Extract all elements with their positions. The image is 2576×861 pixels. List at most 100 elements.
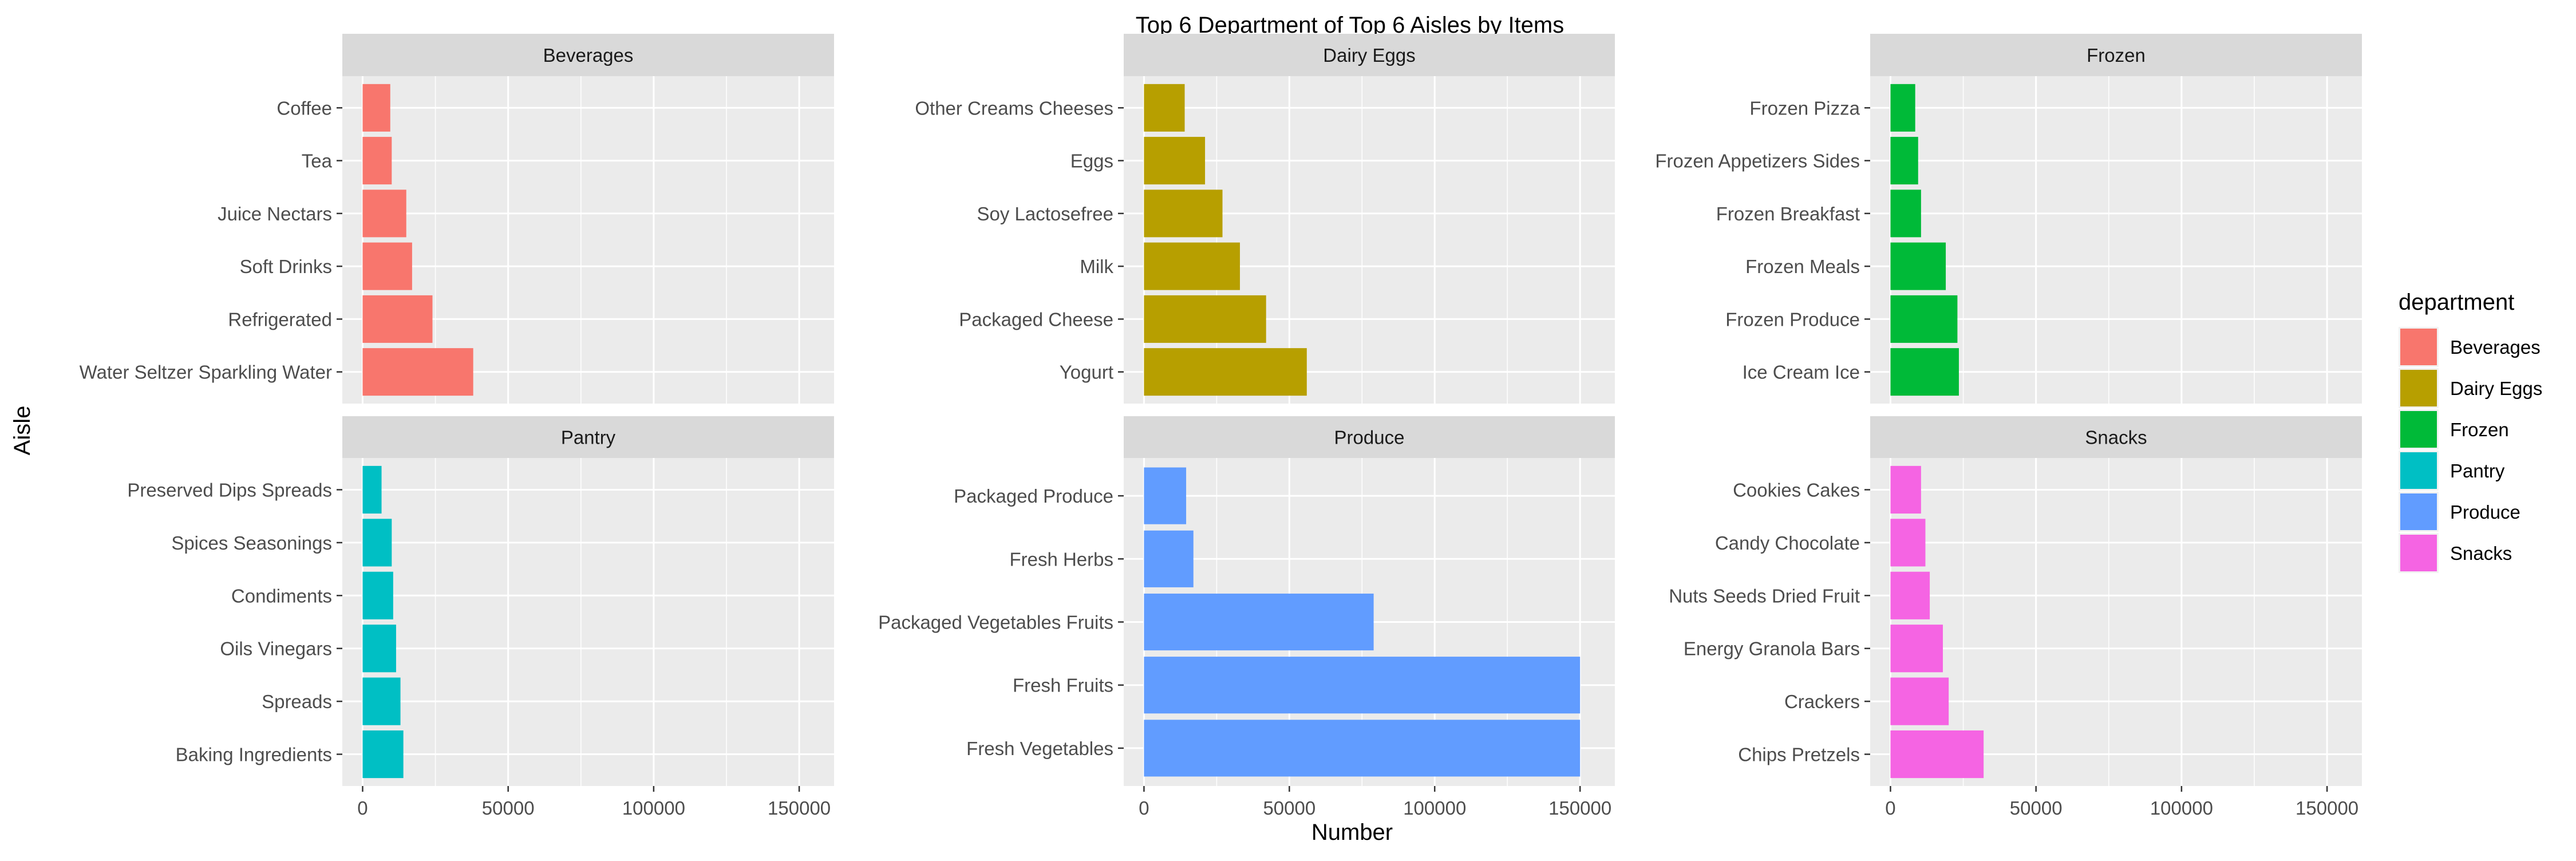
y-tick-label-beverages-refrigerated: Refrigerated bbox=[228, 309, 332, 330]
y-axis-title: Aisle bbox=[10, 406, 35, 456]
bar-produce-fresh-fruits bbox=[1144, 657, 1581, 714]
bar-produce-fresh-herbs bbox=[1144, 530, 1194, 587]
bar-snacks-nuts-seeds-dried-fruit bbox=[1890, 571, 1930, 619]
y-tick-label-pantry-baking-ingredients: Baking Ingredients bbox=[176, 744, 332, 765]
bar-frozen-frozen-breakfast bbox=[1890, 189, 1921, 238]
bar-dairy-eggs-yogurt bbox=[1144, 348, 1307, 396]
facet-panel-pantry bbox=[342, 458, 834, 786]
y-tick-label-produce-fresh-herbs: Fresh Herbs bbox=[1009, 548, 1113, 570]
bar-dairy-eggs-soy-lactosefree bbox=[1144, 189, 1223, 238]
x-tick-label-snacks: 150000 bbox=[2296, 797, 2358, 819]
y-tick-label-beverages-juice-nectars: Juice Nectars bbox=[218, 203, 332, 224]
bar-pantry-oils-vinegars bbox=[362, 625, 396, 673]
y-tick-label-snacks-nuts-seeds-dried-fruit: Nuts Seeds Dried Fruit bbox=[1669, 585, 1860, 606]
x-tick-label-snacks: 50000 bbox=[2010, 797, 2063, 819]
x-tick-label-pantry: 150000 bbox=[768, 797, 831, 819]
y-tick-label-pantry-preserved-dips-spreads: Preserved Dips Spreads bbox=[127, 479, 332, 500]
bar-dairy-eggs-packaged-cheese bbox=[1144, 295, 1266, 343]
legend-title: department bbox=[2399, 290, 2514, 315]
y-tick-label-produce-packaged-produce: Packaged Produce bbox=[954, 485, 1113, 507]
facet-strip-beverages bbox=[342, 34, 834, 76]
x-tick-label-produce: 150000 bbox=[1548, 797, 1611, 819]
facet-strip-dairy-eggs bbox=[1124, 34, 1615, 76]
facet-strip-label-pantry: Pantry bbox=[561, 427, 616, 448]
legend-swatch-beverages bbox=[2400, 329, 2437, 365]
bar-dairy-eggs-milk bbox=[1144, 242, 1240, 290]
y-tick-label-snacks-crackers: Crackers bbox=[1784, 691, 1860, 712]
bar-pantry-preserved-dips-spreads bbox=[362, 465, 382, 514]
x-tick-label-produce: 100000 bbox=[1403, 797, 1466, 819]
y-tick-label-snacks-cookies-cakes: Cookies Cakes bbox=[1733, 479, 1860, 500]
y-tick-label-dairy-eggs-eggs: Eggs bbox=[1070, 151, 1113, 172]
facet-strip-pantry bbox=[342, 416, 834, 458]
legend-label-beverages: Beverages bbox=[2450, 337, 2541, 358]
bar-pantry-baking-ingredients bbox=[362, 730, 404, 779]
bar-frozen-frozen-produce bbox=[1890, 295, 1958, 343]
bar-frozen-frozen-meals bbox=[1890, 242, 1946, 290]
x-tick-label-produce: 0 bbox=[1139, 797, 1149, 819]
legend-label-produce: Produce bbox=[2450, 501, 2520, 523]
bar-snacks-cookies-cakes bbox=[1890, 465, 1921, 514]
bar-snacks-crackers bbox=[1890, 677, 1949, 725]
x-tick-label-pantry: 100000 bbox=[622, 797, 685, 819]
y-tick-label-beverages-soft-drinks: Soft Drinks bbox=[240, 256, 332, 277]
y-tick-label-pantry-spreads: Spreads bbox=[262, 691, 332, 712]
legend-swatch-pantry bbox=[2400, 452, 2437, 489]
y-tick-label-dairy-eggs-packaged-cheese: Packaged Cheese bbox=[959, 309, 1113, 330]
bar-produce-fresh-vegetables bbox=[1144, 720, 1581, 777]
legend-label-dairy-eggs: Dairy Eggs bbox=[2450, 378, 2542, 399]
bar-beverages-juice-nectars bbox=[362, 189, 406, 238]
bar-frozen-frozen-pizza bbox=[1890, 84, 1915, 132]
y-tick-label-beverages-water-seltzer-sparkling-water: Water Seltzer Sparkling Water bbox=[80, 362, 332, 383]
legend-swatch-frozen bbox=[2400, 411, 2437, 448]
bar-dairy-eggs-eggs bbox=[1144, 137, 1206, 185]
legend-swatch-snacks bbox=[2400, 535, 2437, 571]
bar-pantry-condiments bbox=[362, 571, 393, 619]
y-tick-label-dairy-eggs-other-creams-cheeses: Other Creams Cheeses bbox=[915, 97, 1113, 119]
x-tick-label-snacks: 0 bbox=[1885, 797, 1895, 819]
facet-strip-snacks bbox=[1870, 416, 2362, 458]
legend-swatch-produce bbox=[2400, 493, 2437, 530]
x-tick-label-produce: 50000 bbox=[1263, 797, 1315, 819]
bar-produce-packaged-vegetables-fruits bbox=[1144, 593, 1374, 651]
y-tick-label-frozen-ice-cream-ice: Ice Cream Ice bbox=[1743, 362, 1860, 383]
bar-pantry-spices-seasonings bbox=[362, 519, 392, 567]
bar-frozen-frozen-appetizers-sides bbox=[1890, 137, 1918, 185]
x-tick-label-pantry: 0 bbox=[357, 797, 368, 819]
facet-strip-label-produce: Produce bbox=[1334, 427, 1405, 448]
bar-pantry-spreads bbox=[362, 677, 401, 725]
facet-strip-label-beverages: Beverages bbox=[543, 45, 634, 66]
bar-beverages-soft-drinks bbox=[362, 242, 412, 290]
x-axis-title: Number bbox=[1311, 820, 1393, 845]
y-tick-label-dairy-eggs-yogurt: Yogurt bbox=[1060, 362, 1113, 383]
chart-title: Top 6 Department of Top 6 Aisles by Item… bbox=[1136, 13, 1564, 38]
facet-strip-label-dairy-eggs: Dairy Eggs bbox=[1323, 45, 1415, 66]
legend-label-pantry: Pantry bbox=[2450, 460, 2505, 481]
legend-label-snacks: Snacks bbox=[2450, 543, 2512, 564]
facet-strip-produce bbox=[1124, 416, 1615, 458]
y-tick-label-pantry-oils-vinegars: Oils Vinegars bbox=[220, 638, 332, 659]
bar-beverages-coffee bbox=[362, 84, 390, 132]
y-tick-label-pantry-condiments: Condiments bbox=[231, 585, 332, 606]
legend-label-frozen: Frozen bbox=[2450, 419, 2509, 440]
y-tick-label-frozen-frozen-pizza: Frozen Pizza bbox=[1749, 97, 1860, 119]
y-tick-label-frozen-frozen-meals: Frozen Meals bbox=[1745, 256, 1860, 277]
bar-frozen-ice-cream-ice bbox=[1890, 348, 1959, 396]
y-tick-label-beverages-coffee: Coffee bbox=[276, 97, 332, 119]
bar-snacks-energy-granola-bars bbox=[1890, 625, 1943, 673]
bar-produce-packaged-produce bbox=[1144, 467, 1187, 524]
bar-beverages-water-seltzer-sparkling-water bbox=[362, 348, 473, 396]
y-tick-label-snacks-energy-granola-bars: Energy Granola Bars bbox=[1684, 638, 1860, 659]
y-tick-label-pantry-spices-seasonings: Spices Seasonings bbox=[171, 532, 332, 554]
facet-strip-label-frozen: Frozen bbox=[2087, 45, 2146, 66]
y-tick-label-dairy-eggs-milk: Milk bbox=[1080, 256, 1113, 277]
bar-snacks-chips-pretzels bbox=[1890, 730, 1984, 779]
facet-strip-frozen bbox=[1870, 34, 2362, 76]
y-tick-label-frozen-frozen-produce: Frozen Produce bbox=[1725, 309, 1860, 330]
y-tick-label-beverages-tea: Tea bbox=[302, 151, 333, 172]
y-tick-label-snacks-candy-chocolate: Candy Chocolate bbox=[1715, 532, 1860, 554]
y-tick-label-produce-fresh-vegetables: Fresh Vegetables bbox=[966, 738, 1113, 759]
y-tick-label-frozen-frozen-breakfast: Frozen Breakfast bbox=[1716, 203, 1860, 224]
